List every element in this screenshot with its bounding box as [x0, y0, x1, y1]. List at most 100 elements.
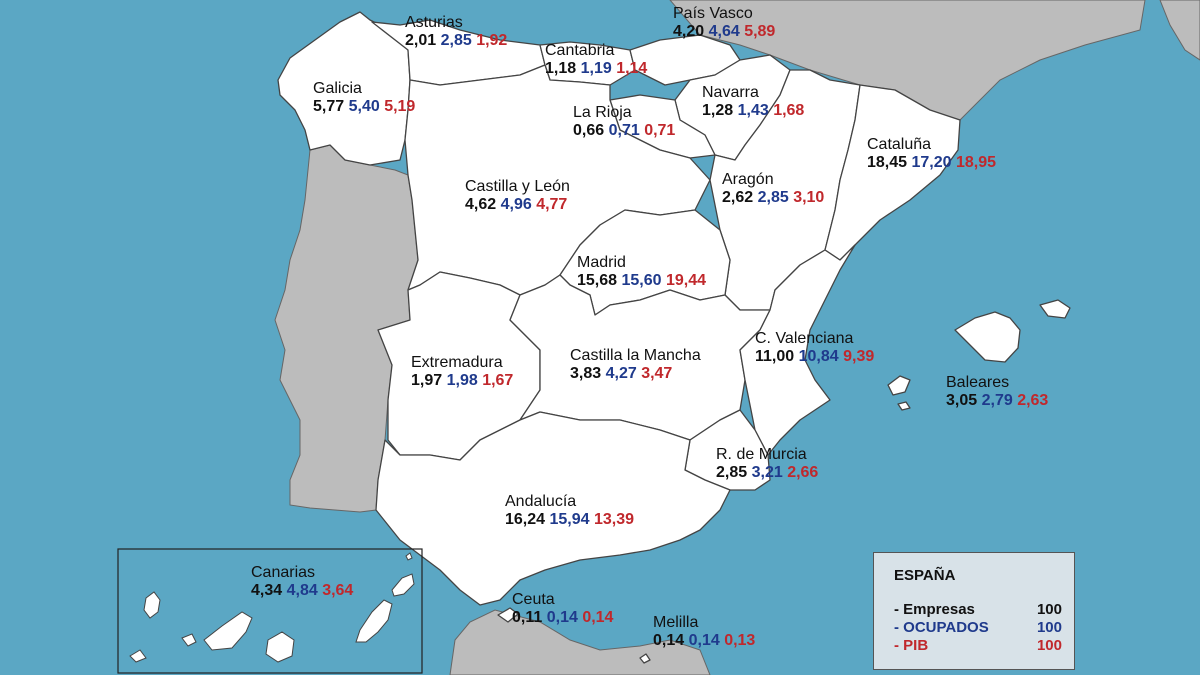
value-pib: 1,68 — [773, 101, 805, 119]
value-empresas: 16,24 — [505, 510, 546, 528]
legend-label-empresas: - Empresas — [894, 601, 975, 618]
value-ocupados: 15,94 — [549, 510, 590, 528]
legend-value-pib: 100 — [1036, 637, 1062, 654]
region-label-la-rioja: La Rioja 0,66 0,71 0,71 — [573, 104, 675, 139]
region-name: Cataluña — [867, 136, 932, 153]
region-label-castilla-leon: Castilla y León 4,62 4,96 4,77 — [465, 178, 570, 213]
region-values: 15,68 15,60 19,44 — [577, 272, 706, 290]
legend-row-pib: - PIB 100 — [894, 637, 1062, 654]
value-ocupados: 15,60 — [621, 271, 662, 289]
value-pib: 0,13 — [724, 631, 756, 649]
region-name: Aragón — [722, 171, 774, 188]
legend-value-empresas: 100 — [1036, 601, 1062, 618]
island-la-graciosa — [405, 552, 413, 561]
value-ocupados: 4,64 — [708, 22, 740, 40]
region-name: Madrid — [577, 254, 626, 271]
value-empresas: 11,00 — [755, 347, 795, 365]
region-melilla — [639, 653, 651, 664]
region-label-pais-vasco: País Vasco 4,20 4,64 5,89 — [673, 5, 775, 40]
value-pib: 0,71 — [644, 121, 676, 139]
region-name: R. de Murcia — [716, 446, 807, 463]
value-pib: 3,64 — [322, 581, 354, 599]
value-ocupados: 17,20 — [911, 153, 952, 171]
region-name: Castilla la Mancha — [570, 347, 701, 364]
region-values: 11,00 10,84 9,39 — [755, 348, 874, 366]
value-ocupados: 1,43 — [737, 101, 769, 119]
value-ocupados: 4,27 — [605, 364, 637, 382]
value-pib: 1,92 — [476, 31, 508, 49]
region-values: 3,83 4,27 3,47 — [570, 365, 701, 383]
region-andalucia — [375, 411, 731, 606]
value-empresas: 5,77 — [313, 97, 345, 115]
region-values: 16,24 15,94 13,39 — [505, 511, 634, 529]
region-label-extremadura: Extremadura 1,97 1,98 1,67 — [411, 354, 513, 389]
region-name: Castilla y León — [465, 178, 570, 195]
value-pib: 5,19 — [384, 97, 416, 115]
value-pib: 0,14 — [582, 608, 614, 626]
region-name: Extremadura — [411, 354, 503, 371]
value-ocupados: 2,85 — [757, 188, 789, 206]
region-values: 1,97 1,98 1,67 — [411, 372, 513, 390]
value-empresas: 15,68 — [577, 271, 618, 289]
island-la-palma — [143, 591, 161, 619]
value-pib: 18,95 — [956, 153, 997, 171]
value-pib: 1,67 — [482, 371, 514, 389]
region-baleares-mallorca — [954, 311, 1021, 363]
island-lanzarote — [391, 573, 415, 597]
value-empresas: 4,20 — [673, 22, 705, 40]
value-pib: 4,77 — [536, 195, 568, 213]
region-label-galicia: Galicia 5,77 5,40 5,19 — [313, 80, 415, 115]
value-empresas: 3,83 — [570, 364, 602, 382]
region-name: Cantabria — [545, 42, 615, 59]
island-fuerteventura — [355, 599, 393, 643]
island-tenerife — [203, 611, 253, 651]
region-c-valenciana — [739, 244, 856, 456]
region-label-madrid: Madrid 15,68 15,60 19,44 — [577, 254, 706, 289]
region-name: Ceuta — [512, 591, 555, 608]
value-empresas: 0,66 — [573, 121, 605, 139]
region-values: 2,62 2,85 3,10 — [722, 189, 824, 207]
region-label-cantabria: Cantabria 1,18 1,19 1,14 — [545, 42, 647, 77]
region-values: 4,20 4,64 5,89 — [673, 23, 775, 41]
island-la-gomera — [181, 633, 197, 647]
region-label-aragon: Aragón 2,62 2,85 3,10 — [722, 171, 824, 206]
value-ocupados: 0,71 — [608, 121, 640, 139]
region-values: 4,34 4,84 3,64 — [251, 582, 353, 600]
value-empresas: 0,11 — [512, 608, 543, 626]
island-el-hierro — [129, 649, 147, 663]
region-name: País Vasco — [673, 5, 753, 22]
value-ocupados: 4,84 — [286, 581, 318, 599]
legend-value-ocupados: 100 — [1036, 619, 1062, 636]
value-empresas: 3,05 — [946, 391, 978, 409]
value-pib: 9,39 — [843, 347, 875, 365]
value-ocupados: 2,85 — [440, 31, 472, 49]
value-empresas: 4,62 — [465, 195, 497, 213]
legend-row-ocupados: - OCUPADOS 100 — [894, 619, 1062, 636]
legend-label-pib: - PIB — [894, 637, 929, 654]
legend-row-empresas: - Empresas 100 — [894, 601, 1062, 618]
region-baleares-ibiza — [887, 375, 911, 396]
island-gran-canaria — [265, 631, 295, 663]
region-values: 1,18 1,19 1,14 — [545, 60, 647, 78]
region-name: Navarra — [702, 84, 759, 101]
value-ocupados: 0,14 — [688, 631, 720, 649]
region-values: 0,11 0,14 0,14 — [512, 609, 613, 627]
region-values: 2,85 3,21 2,66 — [716, 464, 818, 482]
region-name: Asturias — [405, 14, 463, 31]
region-label-murcia: R. de Murcia 2,85 3,21 2,66 — [716, 446, 818, 481]
value-empresas: 18,45 — [867, 153, 908, 171]
region-values: 1,28 1,43 1,68 — [702, 102, 804, 120]
region-label-andalucia: Andalucía 16,24 15,94 13,39 — [505, 493, 634, 528]
value-ocupados: 5,40 — [348, 97, 380, 115]
region-name: Baleares — [946, 374, 1010, 391]
region-ceuta — [497, 607, 519, 623]
value-pib: 3,47 — [641, 364, 673, 382]
value-pib: 5,89 — [744, 22, 776, 40]
legend-label-ocupados: - OCUPADOS — [894, 619, 989, 636]
region-label-ceuta: Ceuta 0,11 0,14 0,14 — [512, 591, 613, 626]
region-label-castilla-mancha: Castilla la Mancha 3,83 4,27 3,47 — [570, 347, 701, 382]
region-name: Melilla — [653, 614, 699, 631]
region-name: Canarias — [251, 564, 316, 581]
